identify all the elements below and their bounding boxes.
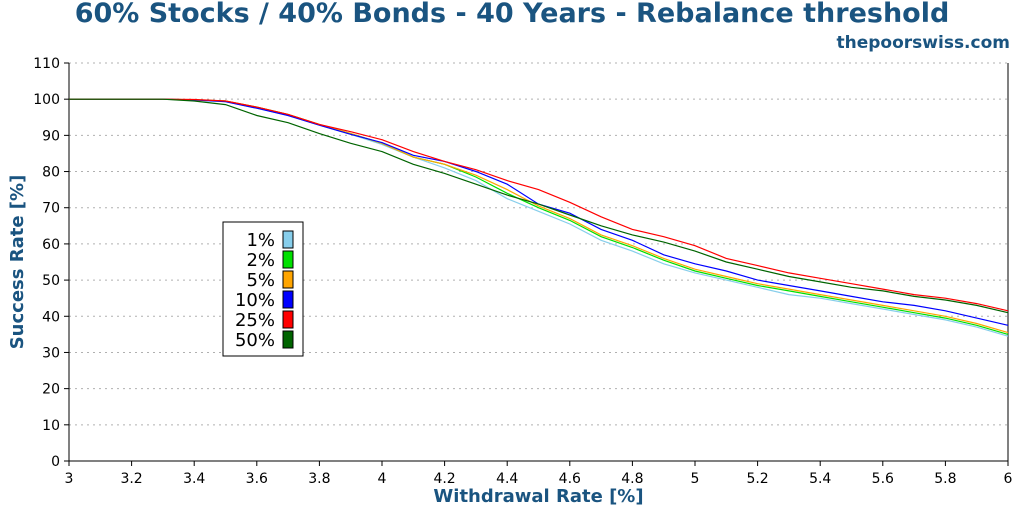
legend-swatch [282, 270, 294, 289]
y-tick-label: 80 [42, 165, 60, 181]
legend-swatch [282, 230, 294, 249]
y-axis-title: Success Rate [%] [7, 175, 28, 350]
y-tick-label: 110 [33, 56, 60, 72]
series-line-5pct [69, 98, 1009, 334]
x-tick-label: 4.8 [621, 471, 643, 487]
y-tick-label: 90 [42, 128, 60, 144]
series-line-1pct [69, 98, 1009, 337]
y-tick-label: 20 [42, 382, 60, 398]
legend-swatch [282, 250, 294, 269]
y-tick-label: 50 [42, 273, 60, 289]
chart-subtitle: thepoorswiss.com [836, 33, 1011, 53]
y-tick-label: 10 [42, 418, 60, 434]
y-tick-label: 70 [42, 201, 60, 217]
x-tick-label: 4.6 [559, 471, 581, 487]
x-axis-title: Withdrawal Rate [%] [433, 486, 643, 507]
x-tick-label: 3.2 [120, 471, 142, 487]
grid-lines [69, 62, 1008, 426]
y-tick-label: 0 [51, 454, 60, 470]
legend-swatch [282, 290, 294, 309]
legend-label: 10% [235, 290, 275, 311]
x-tick-label: 4.4 [496, 471, 518, 487]
x-tick-label: 5 [691, 471, 700, 487]
y-tick-label: 40 [42, 309, 60, 325]
legend-swatch [282, 330, 294, 349]
x-tick-label: 5.4 [809, 471, 831, 487]
x-tick-label: 5.8 [934, 471, 956, 487]
legend-label: 50% [235, 330, 275, 351]
x-tick-label: 5.2 [746, 471, 768, 487]
series-lines [69, 98, 1009, 337]
y-tick-label: 60 [42, 237, 60, 253]
legend-swatch [282, 310, 294, 329]
x-tick-label: 4 [378, 471, 387, 487]
series-line-25pct [69, 98, 1009, 312]
x-tick-label: 3.4 [183, 471, 205, 487]
x-tick-label: 3.6 [246, 471, 268, 487]
legend-label: 5% [246, 270, 275, 291]
x-tick-label: 6 [1004, 471, 1013, 487]
x-tick-label: 3.8 [308, 471, 330, 487]
axes: 0 10 20 30 40 50 60 70 80 90 100 110 3 3.2 3.4 3.6 3.8 4 4… [33, 56, 1012, 487]
y-tick-label: 30 [42, 345, 60, 361]
x-tick-label: 3 [65, 471, 74, 487]
legend: 1%2%5%10%25%50% [222, 221, 304, 357]
y-tick-label: 100 [33, 92, 60, 108]
legend-label: 25% [235, 310, 275, 331]
series-line-50pct [69, 98, 1009, 314]
chart-title: 60% Stocks / 40% Bonds - 40 Years - Reba… [74, 0, 950, 29]
legend-label: 1% [246, 230, 275, 251]
series-line-10pct [69, 98, 1009, 326]
x-tick-label: 5.6 [872, 471, 894, 487]
x-tick-label: 4.2 [433, 471, 455, 487]
legend-label: 2% [246, 250, 275, 271]
